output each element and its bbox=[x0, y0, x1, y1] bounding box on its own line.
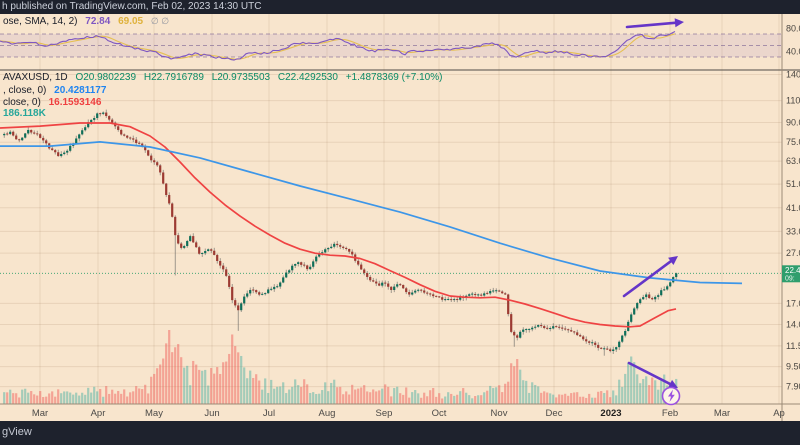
svg-text:63.0: 63.0 bbox=[786, 156, 800, 166]
svg-text:33.0: 33.0 bbox=[786, 226, 800, 236]
symbol-legend[interactable]: AVAXUSD, 1D O20.9802239 H22.7916789 L20.… bbox=[3, 72, 447, 83]
ma-blue-line[interactable] bbox=[0, 141, 743, 285]
svg-text:9.50: 9.50 bbox=[786, 362, 800, 372]
rsi-sma-value: 69.05 bbox=[118, 16, 144, 27]
rsi-legend-label: ose, SMA, 14, 2) bbox=[3, 16, 78, 27]
volume-layer bbox=[3, 330, 678, 404]
svg-text:110.0: 110.0 bbox=[786, 96, 800, 106]
flash-circle-icon[interactable] bbox=[661, 386, 681, 406]
svg-text:11.5: 11.5 bbox=[786, 341, 800, 351]
svg-text:09:: 09: bbox=[785, 275, 795, 282]
attribution-bar: h published on TradingView.com, Feb 02, … bbox=[0, 0, 800, 14]
svg-text:140.0: 140.0 bbox=[786, 69, 800, 79]
rsi-hidden-series-icons: ∅ ∅ bbox=[150, 16, 170, 26]
svg-text:7.90: 7.90 bbox=[786, 382, 800, 392]
volume-decline-arrow-annotation[interactable] bbox=[627, 361, 678, 388]
svg-text:17.0: 17.0 bbox=[786, 298, 800, 308]
svg-text:90.0: 90.0 bbox=[786, 117, 800, 127]
volume-legend[interactable]: 186.118K bbox=[3, 108, 51, 119]
svg-text:Dec: Dec bbox=[546, 408, 563, 419]
rsi-value: 72.84 bbox=[85, 16, 111, 27]
svg-text:Aug: Aug bbox=[319, 408, 336, 419]
svg-text:Mar: Mar bbox=[32, 408, 48, 419]
svg-text:Jun: Jun bbox=[204, 408, 219, 419]
footer-bar: gView bbox=[0, 421, 800, 445]
price-axis[interactable] bbox=[782, 14, 800, 404]
svg-text:41.0: 41.0 bbox=[786, 203, 800, 213]
rsi-indicator-legend[interactable]: ose, SMA, 14, 2) 72.84 69.05 ∅ ∅ bbox=[3, 16, 174, 27]
time-axis[interactable] bbox=[0, 404, 782, 421]
ma-red-label: close, 0) bbox=[3, 97, 41, 108]
rsi-band bbox=[0, 33, 782, 58]
ohlc-close: C22.4292530 bbox=[277, 72, 338, 83]
ma-blue-label: , close, 0) bbox=[3, 85, 47, 96]
svg-text:May: May bbox=[145, 408, 163, 419]
svg-text:75.0: 75.0 bbox=[786, 137, 800, 147]
svg-text:2023: 2023 bbox=[600, 408, 621, 419]
price-change: +1.4878369 (+7.10%) bbox=[345, 72, 443, 83]
svg-text:Feb: Feb bbox=[662, 408, 678, 419]
svg-text:Jul: Jul bbox=[263, 408, 275, 419]
price-breakout-arrow-annotation[interactable] bbox=[622, 256, 678, 298]
ma-red-line[interactable] bbox=[0, 122, 677, 328]
svg-text:Nov: Nov bbox=[491, 408, 508, 419]
rsi-line[interactable] bbox=[0, 31, 676, 61]
ohlc-low: L20.9735503 bbox=[211, 72, 271, 83]
ma-blue-legend[interactable]: , close, 0) 20.4281177 bbox=[3, 85, 111, 96]
candles-layer bbox=[3, 109, 678, 356]
svg-text:Ap: Ap bbox=[773, 408, 785, 419]
symbol-name: AVAXUSD, 1D bbox=[3, 72, 68, 83]
last-price-badge: 22.409: bbox=[782, 265, 800, 283]
attribution-text: h published on TradingView.com, Feb 02, … bbox=[2, 1, 262, 12]
svg-text:27.0: 27.0 bbox=[786, 248, 800, 258]
volume-value: 186.118K bbox=[3, 108, 46, 119]
footer-logo-text: gView bbox=[2, 426, 32, 438]
ma-red-legend[interactable]: close, 0) 16.1593146 bbox=[3, 97, 106, 108]
ma-blue-value: 20.4281177 bbox=[54, 85, 107, 96]
svg-text:22.4: 22.4 bbox=[785, 266, 800, 275]
svg-text:Sep: Sep bbox=[376, 408, 393, 419]
ohlc-high: H22.7916789 bbox=[143, 72, 204, 83]
svg-text:40.0: 40.0 bbox=[786, 46, 800, 56]
svg-text:51.0: 51.0 bbox=[786, 179, 800, 189]
ohlc-open: O20.9802239 bbox=[75, 72, 137, 83]
svg-text:Oct: Oct bbox=[432, 408, 447, 419]
svg-text:Apr: Apr bbox=[91, 408, 106, 419]
rsi-trend-arrow-annotation[interactable] bbox=[625, 18, 684, 29]
svg-text:14.0: 14.0 bbox=[786, 319, 800, 329]
svg-text:80.0: 80.0 bbox=[786, 23, 800, 33]
time-axis-labels: Mar Apr May Jun Jul Aug Sep Oct Nov Dec 2023 Feb Mar… bbox=[32, 408, 785, 419]
ma-red-value: 16.1593146 bbox=[48, 97, 102, 108]
gridlines-layer bbox=[0, 14, 782, 404]
price-axis-labels: 140.0 110.0 90.0 75.0 63.0 51.0 41.0 33.0 27.0 17… bbox=[786, 23, 800, 391]
svg-text:Mar: Mar bbox=[714, 408, 730, 419]
